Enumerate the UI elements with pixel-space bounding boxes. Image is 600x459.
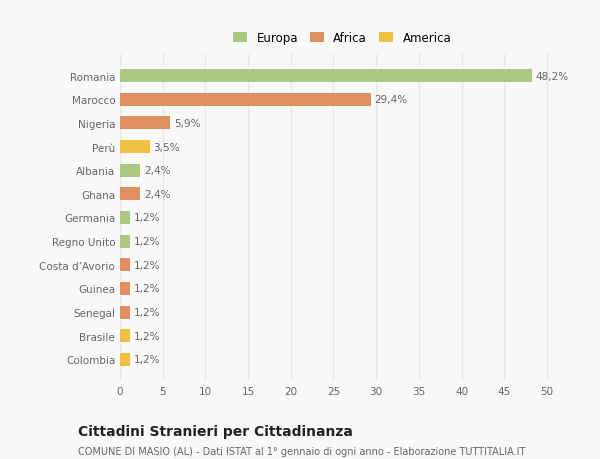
Bar (120, 188, 140, 201)
Bar (120, 117, 170, 130)
Text: 1,2%: 1,2% (134, 355, 160, 364)
Text: 1,2%: 1,2% (134, 331, 160, 341)
Bar (120, 212, 130, 224)
Legend: Europa, Africa, America: Europa, Africa, America (229, 28, 455, 48)
Text: 1,2%: 1,2% (134, 284, 160, 294)
Bar (120, 259, 130, 272)
Text: 1,2%: 1,2% (134, 237, 160, 246)
Bar (120, 353, 130, 366)
Text: 1,2%: 1,2% (134, 260, 160, 270)
Bar (120, 282, 130, 295)
Bar (120, 235, 130, 248)
Text: 29,4%: 29,4% (374, 95, 407, 105)
Text: 3,5%: 3,5% (154, 142, 180, 152)
Text: 1,2%: 1,2% (134, 213, 160, 223)
Text: 1,2%: 1,2% (134, 308, 160, 318)
Text: 5,9%: 5,9% (174, 118, 200, 129)
Text: 2,4%: 2,4% (144, 166, 170, 176)
Bar (120, 141, 150, 154)
Bar (120, 306, 130, 319)
Text: Cittadini Stranieri per Cittadinanza: Cittadini Stranieri per Cittadinanza (78, 425, 353, 438)
Text: COMUNE DI MASIO (AL) - Dati ISTAT al 1° gennaio di ogni anno - Elaborazione TUTT: COMUNE DI MASIO (AL) - Dati ISTAT al 1° … (78, 446, 526, 456)
Bar (120, 330, 130, 342)
Bar (120, 70, 532, 83)
Text: 2,4%: 2,4% (144, 190, 170, 199)
Text: 48,2%: 48,2% (535, 72, 568, 81)
Bar (120, 164, 140, 177)
Bar (120, 94, 371, 106)
